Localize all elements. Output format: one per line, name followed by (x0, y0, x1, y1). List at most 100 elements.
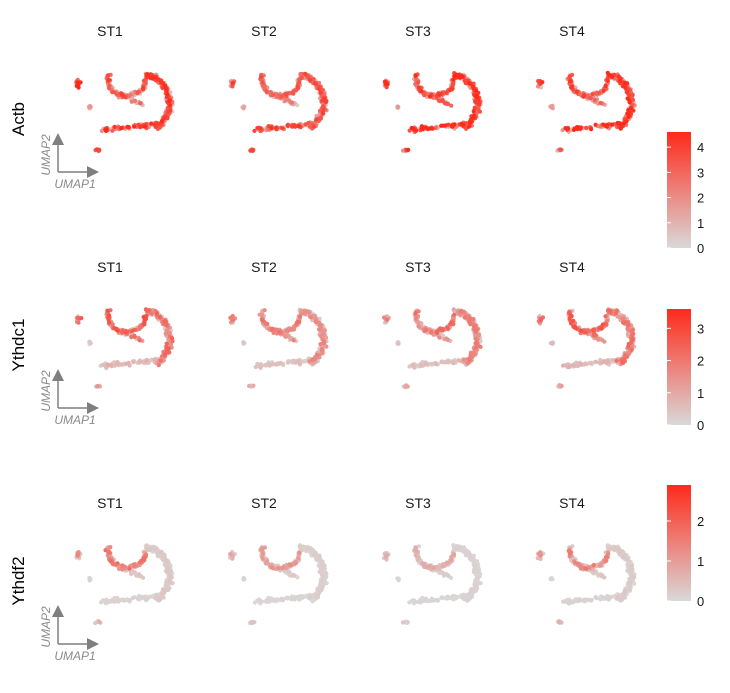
row-ythdf2: Ythdf2 ST1 ST2 ST3 ST4 UMAP2 UMAP1 0 1 2 (9, 485, 704, 663)
cell-point (130, 328, 135, 333)
cell-point (157, 314, 162, 319)
cell-point (129, 99, 134, 104)
cell-point (293, 560, 298, 565)
cell-point (270, 92, 276, 97)
color-legend-ythdf2: 0 1 2 (667, 485, 704, 609)
cell-point (316, 86, 321, 91)
cell-point (625, 332, 630, 337)
panel-title-ythdf2-st2: ST2 (251, 495, 277, 511)
cell-point (598, 563, 603, 568)
cell-point (318, 116, 323, 121)
cell-point (105, 308, 110, 313)
cell-point (168, 573, 173, 578)
cell-point (630, 92, 635, 97)
cell-point (467, 81, 472, 86)
cell-point (313, 316, 318, 321)
cell-point (572, 324, 577, 329)
cell-point (322, 96, 327, 101)
cell-point (112, 599, 117, 604)
cell-point (431, 598, 436, 603)
cell-point (439, 359, 444, 365)
cell-point (312, 81, 317, 86)
cell-point (385, 82, 390, 87)
cell-point (311, 552, 316, 557)
cell-point (557, 620, 562, 625)
cell-point (406, 147, 411, 152)
cell-point (264, 89, 269, 94)
cell-point (141, 314, 146, 320)
cell-point (107, 313, 112, 318)
cell-point (615, 308, 620, 313)
cell-point (280, 565, 285, 571)
cell-point (316, 327, 322, 332)
cell-point (320, 348, 325, 353)
cell-point (621, 320, 626, 325)
cell-point (383, 79, 388, 84)
cell-point (579, 362, 584, 367)
cell-point (626, 341, 631, 347)
cell-point (396, 576, 401, 581)
cell-point (252, 128, 257, 133)
panel-title-actb-st3: ST3 (405, 23, 431, 39)
cell-point (574, 598, 579, 603)
cell-point (568, 600, 573, 605)
cell-point (264, 559, 269, 564)
cell-point (567, 79, 572, 84)
cell-point (395, 341, 400, 346)
cell-point (148, 311, 153, 316)
cell-point (321, 111, 326, 116)
cell-point (107, 86, 112, 91)
cell-point (258, 365, 263, 370)
cell-point (477, 109, 483, 114)
cell-point (145, 72, 150, 77)
cell-point (560, 128, 565, 133)
cell-point (133, 98, 138, 103)
cell-point (251, 383, 256, 388)
panel-title-actb-st2: ST2 (251, 23, 277, 39)
cell-point (135, 596, 141, 601)
cell-point (451, 307, 456, 312)
cell-point (471, 115, 476, 120)
cell-point (290, 358, 295, 363)
cell-point (413, 73, 418, 78)
cell-point (108, 362, 113, 367)
cell-point (616, 74, 621, 79)
cell-point (604, 595, 609, 600)
cell-point (381, 315, 387, 320)
cell-point (584, 125, 589, 130)
cell-point (297, 319, 302, 324)
cell-point (120, 329, 125, 334)
cell-point (618, 78, 623, 83)
cell-point (437, 92, 442, 97)
cell-point (107, 320, 112, 325)
cell-point (285, 328, 290, 333)
cell-point (144, 358, 149, 364)
cell-point (296, 359, 302, 365)
cell-point (273, 599, 278, 604)
cell-point (167, 99, 172, 104)
cell-point (168, 103, 173, 108)
cell-point (460, 595, 465, 601)
cell-point (122, 598, 127, 603)
cell-point (427, 126, 432, 131)
cell-point (108, 559, 113, 564)
cell-point (574, 89, 579, 94)
cell-point (540, 80, 545, 85)
cell-point (600, 322, 606, 327)
cell-point (230, 81, 235, 86)
cell-point (601, 359, 606, 364)
cell-point (626, 96, 631, 102)
cell-point (310, 361, 316, 366)
cell-point (113, 90, 118, 95)
cell-point (567, 551, 572, 556)
cell-point (285, 123, 290, 128)
cell-point (297, 551, 302, 556)
cell-point (567, 316, 572, 321)
cell-point (112, 326, 117, 331)
cell-point (452, 122, 457, 127)
cell-point (593, 91, 598, 96)
cell-point (141, 556, 146, 562)
cell-point (435, 598, 440, 603)
cell-point (260, 312, 265, 317)
